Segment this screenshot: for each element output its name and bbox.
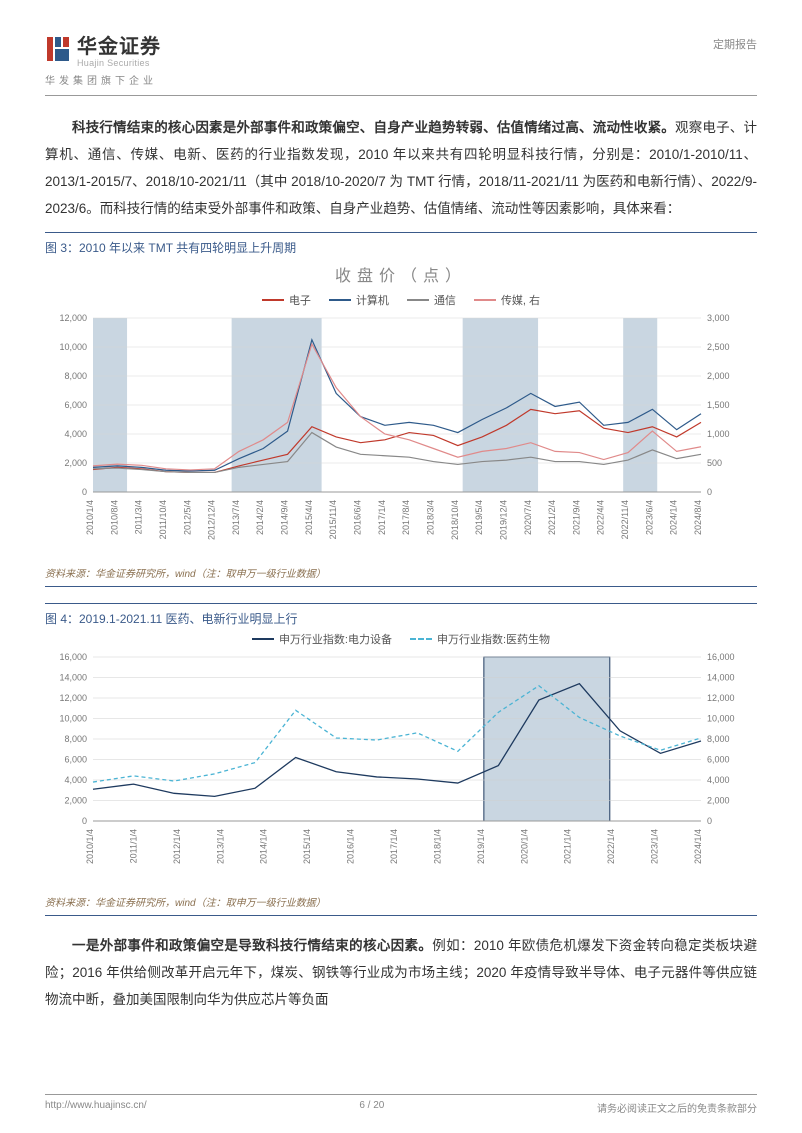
svg-text:2018/1/4: 2018/1/4: [432, 829, 442, 864]
svg-text:2020/7/4: 2020/7/4: [523, 500, 533, 535]
svg-text:2014/2/4: 2014/2/4: [255, 500, 265, 535]
svg-text:4,000: 4,000: [64, 775, 87, 785]
svg-text:2013/7/4: 2013/7/4: [231, 500, 241, 535]
footer-page: 6 / 20: [359, 1100, 384, 1115]
svg-text:2012/12/4: 2012/12/4: [207, 500, 217, 540]
svg-text:4,000: 4,000: [707, 775, 730, 785]
svg-text:500: 500: [707, 458, 722, 468]
paragraph-2: 一是外部事件和政策偏空是导致科技行情结束的核心因素。例如：2010 年欧债危机爆…: [45, 932, 757, 1013]
svg-text:2021/1/4: 2021/1/4: [563, 829, 573, 864]
figure3-chart: 0 2,000 4,000 6,000 8,000 10,000 12,000 0 500 1,0…: [45, 314, 757, 559]
svg-text:2017/1/4: 2017/1/4: [389, 829, 399, 864]
para2-bold: 一是外部事件和政策偏空是导致科技行情结束的核心因素。: [72, 938, 432, 953]
svg-text:2013/1/4: 2013/1/4: [215, 829, 225, 864]
svg-text:2019/1/4: 2019/1/4: [476, 829, 486, 864]
logo-block: 华金证券 Huajin Securities 华发集团旗下企业: [45, 30, 161, 87]
svg-text:12,000: 12,000: [59, 693, 87, 703]
svg-text:2022/1/4: 2022/1/4: [606, 829, 616, 864]
svg-text:2011/1/4: 2011/1/4: [128, 829, 138, 863]
svg-text:2018/10/4: 2018/10/4: [450, 500, 460, 540]
svg-text:10,000: 10,000: [59, 714, 87, 724]
figure3-title: 图 3：2010 年以来 TMT 共有四轮明显上升周期: [45, 232, 757, 256]
company-name-cn: 华金证券: [77, 30, 161, 59]
svg-text:2016/1/4: 2016/1/4: [346, 829, 356, 864]
svg-text:12,000: 12,000: [707, 693, 735, 703]
svg-text:2019/5/4: 2019/5/4: [474, 500, 484, 535]
svg-text:14,000: 14,000: [59, 673, 87, 683]
figure3-legend: 电子计算机通信传媒, 右: [45, 292, 757, 308]
svg-text:2014/9/4: 2014/9/4: [280, 500, 290, 535]
svg-text:2010/1/4: 2010/1/4: [85, 829, 95, 864]
svg-text:2021/2/4: 2021/2/4: [547, 500, 557, 535]
svg-text:14,000: 14,000: [707, 673, 735, 683]
svg-text:2023/6/4: 2023/6/4: [644, 500, 654, 535]
svg-text:2010/8/4: 2010/8/4: [109, 500, 119, 535]
svg-text:2024/1/4: 2024/1/4: [693, 829, 703, 864]
svg-text:1,500: 1,500: [707, 400, 730, 410]
svg-text:2015/4/4: 2015/4/4: [304, 500, 314, 535]
svg-text:3,000: 3,000: [707, 314, 730, 323]
svg-text:2022/4/4: 2022/4/4: [596, 500, 606, 535]
svg-text:0: 0: [82, 816, 87, 826]
svg-text:10,000: 10,000: [707, 714, 735, 724]
footer-url: http://www.huajinsc.cn/: [45, 1100, 147, 1115]
company-name-en: Huajin Securities: [77, 58, 161, 68]
svg-text:2011/10/4: 2011/10/4: [158, 500, 168, 539]
svg-text:6,000: 6,000: [64, 400, 87, 410]
svg-text:2017/8/4: 2017/8/4: [401, 500, 411, 535]
svg-text:2015/11/4: 2015/11/4: [328, 500, 338, 539]
svg-text:16,000: 16,000: [707, 653, 735, 662]
svg-text:10,000: 10,000: [59, 342, 87, 352]
svg-text:2024/8/4: 2024/8/4: [693, 500, 703, 535]
para1-bold: 科技行情结束的核心因素是外部事件和政策偏空、自身产业趋势转弱、估值情绪过高、流动…: [72, 120, 675, 135]
svg-text:2012/1/4: 2012/1/4: [172, 829, 182, 864]
svg-text:2023/1/4: 2023/1/4: [650, 829, 660, 864]
svg-text:2,000: 2,000: [707, 371, 730, 381]
svg-text:2011/3/4: 2011/3/4: [134, 500, 144, 534]
svg-text:2018/3/4: 2018/3/4: [425, 500, 435, 535]
report-type: 定期报告: [713, 36, 757, 52]
svg-text:2,000: 2,000: [707, 796, 730, 806]
svg-text:6,000: 6,000: [64, 755, 87, 765]
svg-text:1,000: 1,000: [707, 429, 730, 439]
svg-text:2020/1/4: 2020/1/4: [519, 829, 529, 864]
svg-text:2017/1/4: 2017/1/4: [377, 500, 387, 535]
svg-text:2010/1/4: 2010/1/4: [85, 500, 95, 535]
page-footer: http://www.huajinsc.cn/ 6 / 20 请务必阅读正文之后…: [45, 1094, 757, 1115]
svg-text:6,000: 6,000: [707, 755, 730, 765]
svg-text:2,000: 2,000: [64, 458, 87, 468]
figure4-title: 图 4：2019.1-2021.11 医药、电新行业明显上行: [45, 603, 757, 627]
svg-text:12,000: 12,000: [59, 314, 87, 323]
logo-subtitle: 华发集团旗下企业: [45, 72, 161, 87]
paragraph-1: 科技行情结束的核心因素是外部事件和政策偏空、自身产业趋势转弱、估值情绪过高、流动…: [45, 114, 757, 222]
svg-text:2021/9/4: 2021/9/4: [571, 500, 581, 535]
figure4-source: 资料来源：华金证券研究所，wind（注：取申万一级行业数据）: [45, 894, 757, 916]
svg-text:2024/1/4: 2024/1/4: [669, 500, 679, 535]
svg-text:8,000: 8,000: [64, 371, 87, 381]
svg-text:2,500: 2,500: [707, 342, 730, 352]
figure4-legend: 申万行业指数:电力设备申万行业指数:医药生物: [45, 631, 757, 647]
company-logo-icon: [45, 35, 71, 63]
svg-text:0: 0: [82, 487, 87, 497]
svg-text:2016/6/4: 2016/6/4: [353, 500, 363, 535]
figure3-chart-title: 收盘价（点）: [45, 262, 757, 286]
page-header: 华金证券 Huajin Securities 华发集团旗下企业 定期报告: [45, 30, 757, 96]
figure3-source: 资料来源：华金证券研究所，wind（注：取申万一级行业数据）: [45, 565, 757, 587]
svg-text:0: 0: [707, 816, 712, 826]
figure4-chart: 0 2,000 4,000 6,000 8,000 10,000 12,000 14,000 1…: [45, 653, 757, 888]
svg-text:8,000: 8,000: [64, 734, 87, 744]
svg-text:0: 0: [707, 487, 712, 497]
svg-text:2014/1/4: 2014/1/4: [259, 829, 269, 864]
svg-text:2,000: 2,000: [64, 796, 87, 806]
svg-text:4,000: 4,000: [64, 429, 87, 439]
svg-text:8,000: 8,000: [707, 734, 730, 744]
svg-text:2019/12/4: 2019/12/4: [498, 500, 508, 540]
svg-text:16,000: 16,000: [59, 653, 87, 662]
footer-disclaimer: 请务必阅读正文之后的免责条款部分: [597, 1100, 757, 1115]
svg-text:2012/5/4: 2012/5/4: [182, 500, 192, 535]
svg-text:2015/1/4: 2015/1/4: [302, 829, 312, 864]
svg-text:2022/11/4: 2022/11/4: [620, 500, 630, 539]
